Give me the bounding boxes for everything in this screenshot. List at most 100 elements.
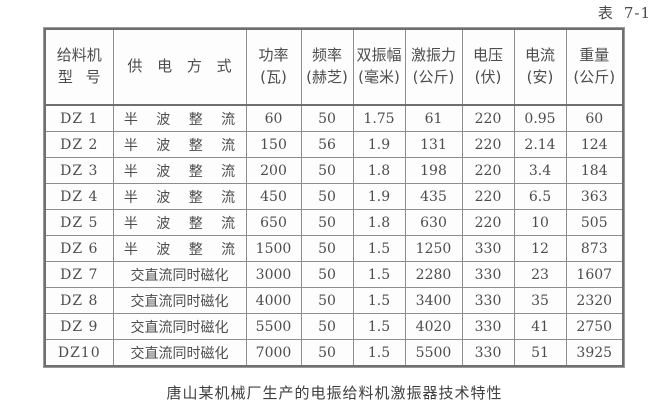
cell-power: 650	[245, 209, 302, 236]
cell-exciting-force: 630	[404, 209, 463, 236]
header-supply-label: 供 电 方 式	[127, 57, 237, 76]
header-weight-label: 重量	[579, 46, 610, 65]
table-number-label: 表 7-1	[598, 2, 651, 23]
cell-exciting-force: 61	[404, 104, 463, 132]
cell-exciting-force: 1250	[404, 235, 463, 262]
header-power-label: 功率	[258, 46, 289, 65]
cell-double-amplitude: 1.5	[352, 287, 406, 314]
table-number-value: 7-1	[623, 4, 651, 22]
cell-double-amplitude: 1.75	[352, 104, 406, 132]
header-voltage-unit: (伏)	[474, 68, 502, 86]
header-power-unit: (瓦)	[260, 68, 287, 86]
cell-weight: 124	[565, 131, 624, 158]
cell-exciting-force: 3400	[404, 287, 463, 314]
cell-power: 7000	[245, 339, 302, 367]
cell-voltage: 220	[461, 183, 515, 210]
cell-model: DZ 1	[44, 104, 114, 132]
cell-double-amplitude: 1.5	[352, 339, 406, 367]
supply-method-text: 半 波 整 流	[123, 241, 243, 258]
header-amplitude-unit: (毫米)	[358, 68, 400, 86]
cell-exciting-force: 2280	[404, 261, 463, 288]
cell-current: 0.95	[513, 104, 567, 132]
table-row: DZ 2 半 波 整 流 150 56 1.9 131 220 2.14 124	[44, 131, 624, 158]
cell-current: 41	[513, 313, 567, 340]
cell-double-amplitude: 1.5	[352, 313, 406, 340]
header-model-line2: 型 号	[57, 68, 105, 86]
supply-method-text: 半 波 整 流	[123, 137, 243, 154]
header-model-line1: 给料机	[56, 46, 102, 65]
cell-double-amplitude: 1.8	[352, 157, 406, 184]
cell-exciting-force: 131	[404, 131, 463, 158]
table-row: DZ 7 交直流同时磁化 3000 50 1.5 2280 330 23 1607	[44, 261, 624, 288]
cell-double-amplitude: 1.8	[352, 209, 406, 236]
cell-supply-method: 交直流同时磁化	[112, 339, 247, 367]
cell-model: DZ 6	[44, 235, 114, 262]
cell-frequency: 50	[300, 235, 354, 262]
header-weight-unit: (公斤)	[573, 68, 616, 86]
cell-voltage: 330	[461, 287, 515, 314]
cell-power: 60	[245, 104, 302, 132]
header-cell-power: 功率 (瓦)	[245, 28, 302, 106]
cell-frequency: 50	[300, 104, 354, 132]
cell-supply-method: 半 波 整 流	[112, 157, 247, 184]
feeder-exciter-spec-table: 给料机 型 号 供 电 方 式 功率 (瓦) 频率 (赫芝) 双振幅 (毫米)	[43, 27, 625, 368]
cell-model: DZ 8	[44, 287, 114, 314]
cell-double-amplitude: 1.5	[352, 261, 406, 288]
cell-weight: 873	[565, 235, 624, 262]
cell-voltage: 330	[461, 339, 515, 367]
cell-current: 51	[513, 339, 567, 367]
cell-model: DZ 5	[44, 209, 114, 236]
cell-frequency: 50	[300, 313, 354, 340]
cell-voltage: 330	[461, 313, 515, 340]
supply-method-text: 半 波 整 流	[123, 111, 243, 128]
header-cell-voltage: 电压 (伏)	[461, 28, 515, 106]
header-row: 给料机 型 号 供 电 方 式 功率 (瓦) 频率 (赫芝) 双振幅 (毫米)	[44, 28, 624, 106]
cell-power: 450	[245, 183, 302, 210]
header-force-unit: (公斤)	[412, 68, 455, 86]
cell-power: 1500	[245, 235, 302, 262]
cell-supply-method: 半 波 整 流	[112, 235, 247, 262]
cell-exciting-force: 198	[404, 157, 463, 184]
supply-method-text: 半 波 整 流	[123, 189, 243, 206]
header-voltage-label: 电压	[472, 46, 503, 65]
header-current-label: 电流	[524, 46, 555, 65]
cell-exciting-force: 435	[404, 183, 463, 210]
cell-weight: 184	[565, 157, 624, 184]
table-header: 给料机 型 号 供 电 方 式 功率 (瓦) 频率 (赫芝) 双振幅 (毫米)	[44, 28, 624, 106]
cell-supply-method: 半 波 整 流	[112, 209, 247, 236]
cell-model: DZ 3	[44, 157, 114, 184]
cell-frequency: 50	[300, 287, 354, 314]
table-row: DZ 9 交直流同时磁化 5500 50 1.5 4020 330 41 2750	[44, 313, 624, 340]
header-frequency-label: 频率	[311, 46, 342, 65]
supply-method-text: 交直流同时磁化	[130, 293, 229, 310]
cell-voltage: 220	[461, 157, 515, 184]
cell-voltage: 220	[461, 131, 515, 158]
cell-model: DZ10	[44, 339, 114, 367]
cell-current: 23	[513, 261, 567, 288]
cell-weight: 1607	[565, 261, 624, 288]
cell-voltage: 220	[461, 209, 515, 236]
header-amplitude-label: 双振幅	[356, 46, 402, 65]
cell-current: 3.4	[513, 157, 567, 184]
header-force-label: 激振力	[410, 46, 456, 65]
header-current-unit: (安)	[526, 68, 554, 86]
cell-power: 4000	[245, 287, 302, 314]
cell-supply-method: 交直流同时磁化	[112, 261, 247, 288]
cell-frequency: 50	[300, 261, 354, 288]
cell-supply-method: 半 波 整 流	[112, 104, 247, 132]
header-cell-supply: 供 电 方 式	[112, 28, 247, 106]
cell-current: 10	[513, 209, 567, 236]
cell-supply-method: 交直流同时磁化	[112, 313, 247, 340]
cell-current: 35	[513, 287, 567, 314]
cell-frequency: 50	[300, 339, 354, 367]
header-cell-model: 给料机 型 号	[44, 28, 114, 106]
cell-current: 6.5	[513, 183, 567, 210]
cell-weight: 363	[565, 183, 624, 210]
cell-supply-method: 交直流同时磁化	[112, 287, 247, 314]
cell-weight: 3925	[565, 339, 624, 367]
cell-weight: 2750	[565, 313, 624, 340]
cell-supply-method: 半 波 整 流	[112, 131, 247, 158]
cell-double-amplitude: 1.9	[352, 131, 406, 158]
table-number-word: 表	[597, 4, 614, 22]
